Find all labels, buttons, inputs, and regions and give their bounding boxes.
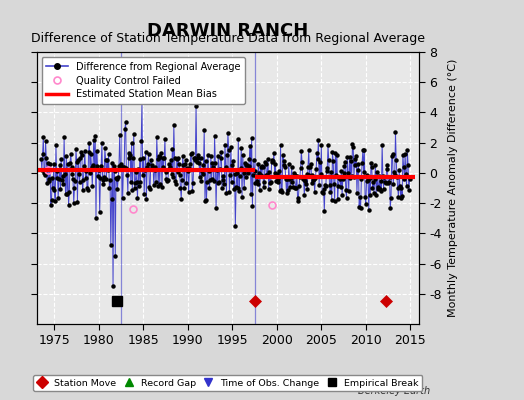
Legend: Station Move, Record Gap, Time of Obs. Change, Empirical Break: Station Move, Record Gap, Time of Obs. C… xyxy=(34,375,422,391)
Text: DARWIN RANCH: DARWIN RANCH xyxy=(147,22,309,40)
Legend: Difference from Regional Average, Quality Control Failed, Estimated Station Mean: Difference from Regional Average, Qualit… xyxy=(41,57,245,104)
Text: Difference of Station Temperature Data from Regional Average: Difference of Station Temperature Data f… xyxy=(31,32,425,45)
Text: Berkeley Earth: Berkeley Earth xyxy=(357,386,430,396)
Y-axis label: Monthly Temperature Anomaly Difference (°C): Monthly Temperature Anomaly Difference (… xyxy=(447,59,457,317)
